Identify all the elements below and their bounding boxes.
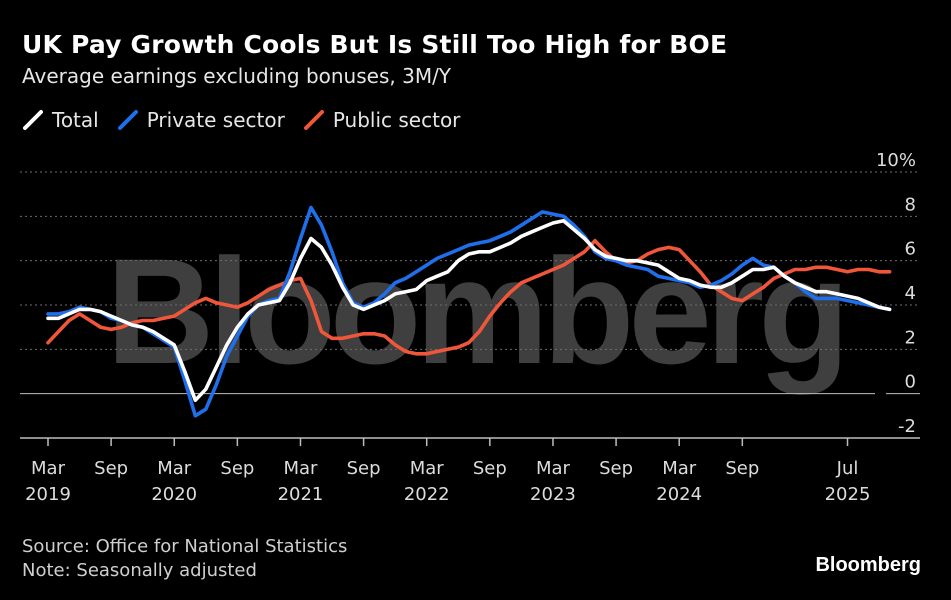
x-tick-label: Mar bbox=[536, 458, 571, 479]
x-tick-year-label: 2020 bbox=[151, 484, 197, 505]
legend-swatch-public-sector bbox=[303, 110, 324, 130]
adjustment-note: Note: Seasonally adjusted bbox=[22, 560, 257, 581]
x-tick-label: Mar bbox=[283, 458, 318, 479]
x-tick-label: Jul bbox=[836, 458, 859, 479]
watermark: Bloomberg bbox=[106, 227, 844, 395]
legend-label-private-sector: Private sector bbox=[146, 108, 285, 132]
series-line-public-sector bbox=[46, 238, 892, 356]
chart-legend: Total Private sector Public sector bbox=[22, 108, 460, 132]
x-tick-label: Mar bbox=[157, 458, 192, 479]
y-tick-label: -2 bbox=[898, 416, 916, 437]
legend-item-total: Total bbox=[22, 108, 99, 132]
x-tick-label: Sep bbox=[220, 458, 254, 479]
x-tick-label: Sep bbox=[347, 458, 381, 479]
x-tick-year-label: 2023 bbox=[530, 484, 576, 505]
x-tick-label: Sep bbox=[473, 458, 507, 479]
x-tick-year-label: 2022 bbox=[404, 484, 450, 505]
legend-item-public-sector: Public sector bbox=[303, 108, 461, 132]
chart-title: UK Pay Growth Cools But Is Still Too Hig… bbox=[22, 30, 728, 59]
x-tick-label: Sep bbox=[725, 458, 759, 479]
x-tick-year-label: 2021 bbox=[278, 484, 324, 505]
chart-footer: Source: Office for National Statistics N… bbox=[22, 535, 347, 583]
x-tick-year-label: 2019 bbox=[25, 484, 71, 505]
legend-label-total: Total bbox=[52, 108, 99, 132]
x-tick-year-label: 2025 bbox=[825, 484, 871, 505]
series-line-total bbox=[46, 219, 892, 403]
y-tick-label: 4 bbox=[905, 283, 916, 304]
x-tick-label: Mar bbox=[662, 458, 697, 479]
legend-item-private-sector: Private sector bbox=[117, 108, 285, 132]
bloomberg-logo: Bloomberg bbox=[815, 554, 921, 576]
x-tick-label: Mar bbox=[31, 458, 66, 479]
y-tick-label: 2 bbox=[905, 327, 916, 348]
y-tick-label: 8 bbox=[905, 194, 916, 215]
legend-swatch-private-sector bbox=[117, 110, 138, 130]
x-tick-label: Mar bbox=[410, 458, 445, 479]
source-note: Source: Office for National Statistics bbox=[22, 536, 348, 557]
series-line-private-sector bbox=[46, 205, 892, 418]
legend-swatch-total bbox=[23, 110, 43, 130]
y-tick-label: 0 bbox=[905, 372, 916, 393]
x-tick-label: Sep bbox=[599, 458, 633, 479]
x-tick-label: Sep bbox=[94, 458, 128, 479]
legend-label-public-sector: Public sector bbox=[332, 108, 461, 132]
y-tick-label: 6 bbox=[905, 239, 916, 260]
x-tick-year-label: 2024 bbox=[656, 484, 702, 505]
chart-subtitle: Average earnings excluding bonuses, 3M/Y bbox=[22, 64, 452, 88]
y-tick-label: 10% bbox=[876, 150, 916, 171]
